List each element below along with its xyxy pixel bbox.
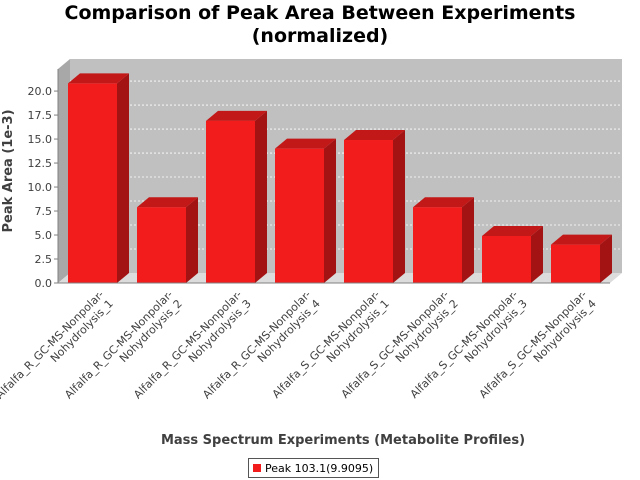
bar [206, 110, 267, 284]
bar-top [551, 234, 612, 245]
bar-front [551, 244, 600, 283]
bar [344, 130, 405, 283]
bar-front [137, 207, 186, 283]
y-axis-ticks: 0.0 2.5 5.0 7.5 10.0 12.5 15.0 17.5 20.0 [28, 85, 58, 290]
chart-title-line-1: Comparison of Peak Area Between Experime… [64, 2, 576, 24]
chart-title: Comparison of Peak Area Between Experime… [0, 2, 640, 48]
y-tick-label: 12.5 [28, 157, 53, 170]
bar-top [137, 197, 198, 208]
x-axis-tick-labels: Alfalfa_R_GC-MS-Nonpolar-Nohydrolysis_1A… [0, 288, 599, 401]
bar [551, 234, 612, 283]
bar-front [344, 140, 393, 283]
bar-top [413, 197, 474, 208]
y-axis-label: Peak Area (1e-3) [1, 109, 16, 232]
legend-swatch [253, 464, 261, 472]
bar-top [206, 110, 267, 121]
bar [137, 197, 198, 283]
x-axis-label: Mass Spectrum Experiments (Metabolite Pr… [161, 433, 525, 448]
y-tick-label: 17.5 [28, 109, 53, 122]
bar-top [482, 225, 543, 236]
plot-floor [58, 273, 622, 283]
bars [68, 73, 612, 284]
bar-front [275, 148, 324, 283]
y-tick-label: 5.0 [35, 229, 53, 242]
bar-front [68, 83, 117, 283]
bar [413, 197, 474, 283]
bar [68, 73, 129, 283]
x-tick-label: Alfalfa_R_GC-MS-Nonpolar-Nohydrolysis_1 [0, 288, 116, 401]
legend-label: Peak 103.1(9.9095) [265, 461, 374, 475]
plot-side-wall [58, 59, 70, 283]
bar-side [117, 73, 129, 283]
bar [275, 138, 336, 283]
chart-title-line-2: (normalized) [251, 25, 389, 47]
legend: Peak 103.1(9.9095) [248, 458, 380, 478]
bar-front [482, 235, 531, 283]
bar-side [462, 197, 474, 283]
x-tick-label-line: Alfalfa_R_GC-MS-Nonpolar- [0, 288, 107, 401]
y-tick-label: 15.0 [28, 133, 53, 146]
bar-side [393, 130, 405, 283]
y-tick-label: 10.0 [28, 181, 53, 194]
bar-side [186, 197, 198, 283]
y-tick-label: 7.5 [35, 205, 53, 218]
bar-top [275, 138, 336, 149]
bar-side [531, 225, 543, 283]
bar-front [413, 207, 462, 283]
bar-top [344, 130, 405, 141]
y-tick-label: 0.0 [35, 277, 53, 290]
bar [482, 225, 543, 283]
bar-side [324, 138, 336, 283]
y-tick-label: 20.0 [28, 85, 53, 98]
bar-side [255, 110, 267, 284]
bar-top [68, 73, 129, 84]
y-tick-label: 2.5 [35, 253, 53, 266]
bar-side [600, 234, 612, 283]
bar-front [206, 120, 255, 284]
